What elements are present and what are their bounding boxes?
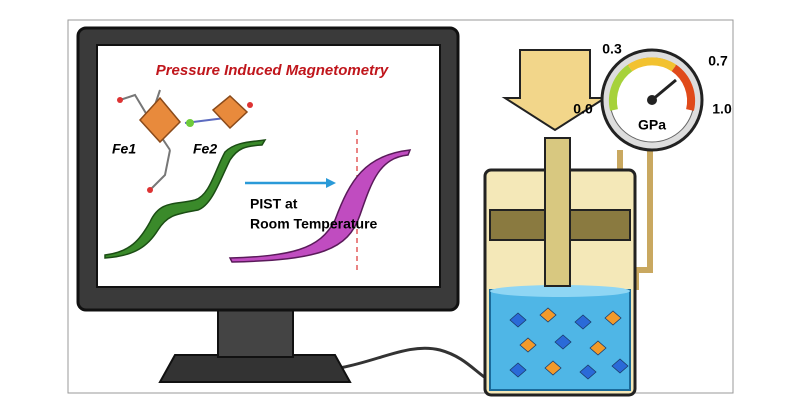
arrow-head bbox=[326, 178, 336, 188]
screen bbox=[96, 44, 441, 288]
atom-label: Fe2 bbox=[193, 141, 217, 157]
atom-label: Fe1 bbox=[112, 141, 136, 157]
screen-title: Pressure Induced Magnetometry bbox=[156, 62, 389, 79]
gauge-unit: GPa bbox=[638, 117, 666, 133]
gauge-green bbox=[608, 64, 633, 111]
arrow-label: Room Temperature bbox=[250, 216, 378, 232]
gauge-yellow bbox=[627, 57, 677, 72]
gauge-red bbox=[671, 64, 696, 111]
monitor-neck bbox=[217, 304, 294, 358]
needle-hub bbox=[647, 95, 657, 105]
crystals bbox=[509, 307, 629, 380]
green-hysteresis bbox=[104, 139, 267, 259]
gauge-label: 1.0 bbox=[712, 101, 732, 117]
arrow-label: PIST at bbox=[250, 196, 298, 212]
gauge-label: 0.0 bbox=[573, 101, 593, 117]
needle bbox=[651, 78, 677, 102]
liquid-surface bbox=[490, 285, 630, 297]
gauge-label: 0.7 bbox=[708, 53, 728, 69]
pink-hysteresis bbox=[228, 149, 412, 263]
piston-rod bbox=[544, 137, 571, 287]
force-arrow bbox=[501, 49, 609, 132]
gauge-label: 0.3 bbox=[602, 41, 622, 57]
monitor-base bbox=[158, 354, 352, 383]
molecule bbox=[117, 89, 253, 193]
